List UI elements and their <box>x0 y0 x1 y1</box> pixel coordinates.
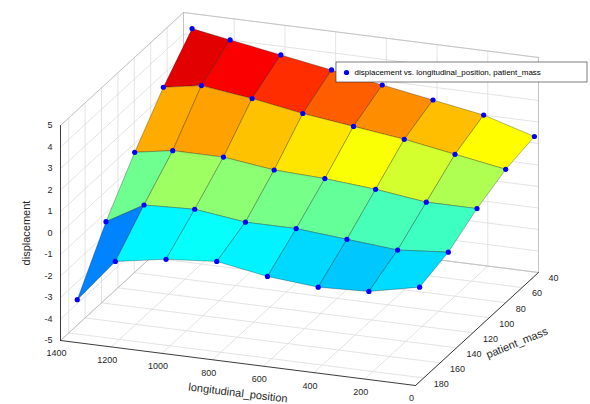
svg-text:5: 5 <box>47 120 52 130</box>
svg-text:1200: 1200 <box>97 355 117 365</box>
svg-text:1000: 1000 <box>148 361 168 371</box>
svg-text:800: 800 <box>201 368 216 378</box>
svg-text:100: 100 <box>499 319 514 329</box>
svg-text:3: 3 <box>47 163 52 173</box>
svg-text:0: 0 <box>409 393 414 403</box>
svg-text:1400: 1400 <box>46 348 66 358</box>
svg-text:displacement: displacement <box>20 201 32 266</box>
svg-text:patient_mass: patient_mass <box>484 325 550 361</box>
svg-text:-5: -5 <box>44 335 52 345</box>
svg-text:-4: -4 <box>44 314 52 324</box>
svg-text:2: 2 <box>47 185 52 195</box>
svg-text:400: 400 <box>303 381 318 391</box>
svg-text:-2: -2 <box>44 271 52 281</box>
svg-text:4: 4 <box>47 142 52 152</box>
svg-text:60: 60 <box>532 288 542 298</box>
svg-text:displacement vs. longitudinal_: displacement vs. longitudinal_position, … <box>355 68 541 77</box>
svg-text:160: 160 <box>450 364 465 374</box>
svg-text:0: 0 <box>47 228 52 238</box>
svg-text:600: 600 <box>252 374 267 384</box>
svg-text:longitudinal_position: longitudinal_position <box>188 380 288 404</box>
svg-text:140: 140 <box>467 349 482 359</box>
svg-text:-3: -3 <box>44 292 52 302</box>
svg-text:1: 1 <box>47 206 52 216</box>
svg-text:200: 200 <box>353 387 368 397</box>
svg-text:80: 80 <box>516 304 526 314</box>
svg-text:120: 120 <box>483 334 498 344</box>
svg-text:180: 180 <box>434 379 449 389</box>
svg-text:-1: -1 <box>44 249 52 259</box>
svg-text:40: 40 <box>549 273 559 283</box>
